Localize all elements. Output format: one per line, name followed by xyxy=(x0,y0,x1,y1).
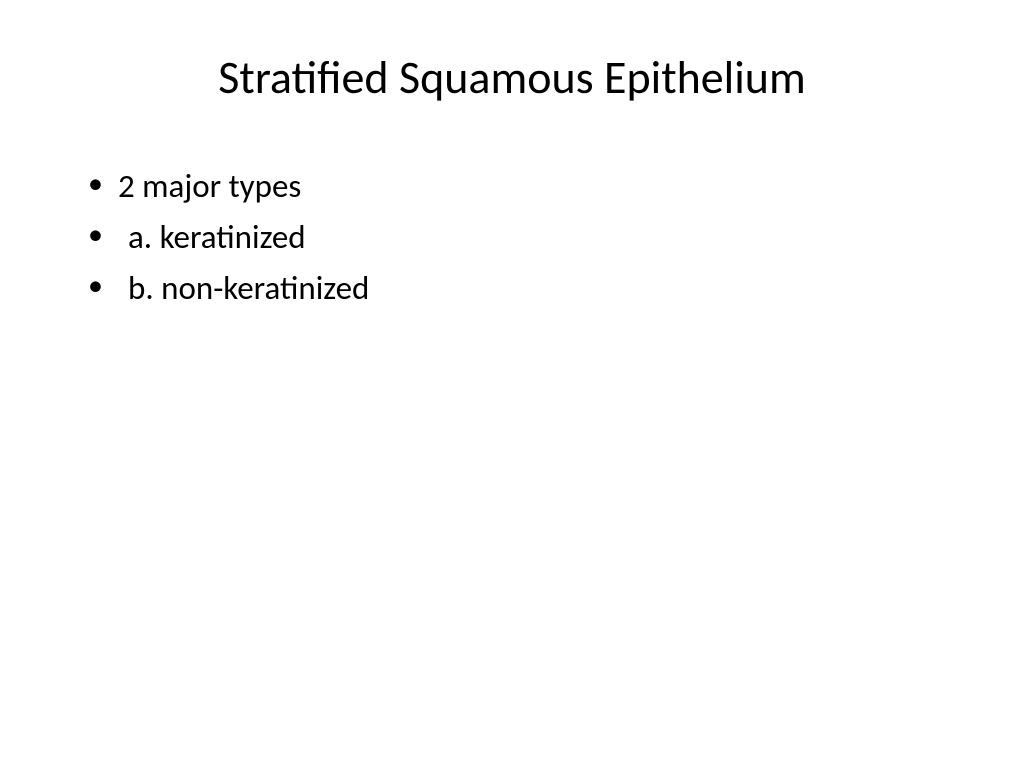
bullet-list: 2 major types a. keratinized b. non-kera… xyxy=(80,161,954,314)
list-item: b. non-keratinized xyxy=(80,263,954,314)
slide-container: Stratified Squamous Epithelium 2 major t… xyxy=(0,0,1024,768)
list-item: 2 major types xyxy=(80,161,954,212)
slide-title: Stratified Squamous Epithelium xyxy=(70,50,954,106)
slide-content: 2 major types a. keratinized b. non-kera… xyxy=(70,161,954,314)
list-item: a. keratinized xyxy=(80,212,954,263)
